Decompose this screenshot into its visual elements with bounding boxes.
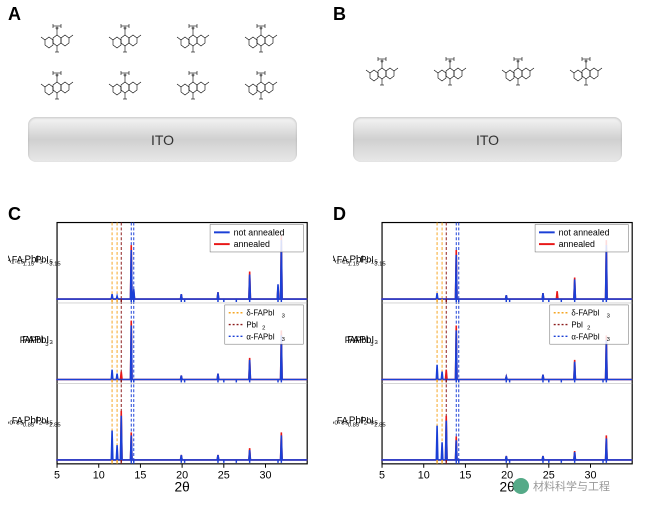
ito-block-B: ITO bbox=[353, 117, 622, 162]
svg-text:3.15: 3.15 bbox=[374, 262, 386, 268]
svg-text:FAPbI: FAPbI bbox=[20, 335, 44, 345]
svg-text:PbI: PbI bbox=[571, 320, 583, 329]
svg-text:PbI: PbI bbox=[360, 416, 373, 426]
watermark: 材料科学与工程 bbox=[513, 478, 610, 494]
svg-text:not annealed: not annealed bbox=[234, 227, 285, 237]
svg-text:PbI: PbI bbox=[360, 255, 373, 265]
svg-text:annealed: annealed bbox=[234, 239, 270, 249]
schematic-B: ITO bbox=[333, 8, 642, 192]
panel-B: B ITO bbox=[325, 0, 650, 200]
svg-text:2.85: 2.85 bbox=[374, 423, 386, 429]
svg-text:2.85: 2.85 bbox=[49, 423, 61, 429]
svg-text:2θ: 2θ bbox=[174, 479, 189, 494]
panel-A: A bbox=[0, 0, 325, 200]
xrd-C: 510152025302θFA₁.₁₅PbI₃.₁₅FAPbI₃FA₀.₈₅Pb… bbox=[8, 208, 317, 498]
molecules-B bbox=[353, 43, 622, 98]
svg-text:PbI: PbI bbox=[35, 416, 48, 426]
panel-label-D: D bbox=[333, 204, 346, 225]
panel-label-C: C bbox=[8, 204, 21, 225]
panel-label-A: A bbox=[8, 4, 21, 25]
wechat-icon bbox=[513, 478, 529, 494]
svg-text:15: 15 bbox=[459, 470, 471, 482]
ito-block-A: ITO bbox=[28, 117, 297, 162]
xrd-D: 510152025302θFA₁.₁₅PbI₃.₁₅FAPbI₃FA₀.₈₅Pb… bbox=[333, 208, 642, 498]
panel-D: D 510152025302θFA₁.₁₅PbI₃.₁₅FAPbI₃FA₀.₈₅… bbox=[325, 200, 650, 506]
svg-text:FA: FA bbox=[337, 416, 348, 426]
svg-text:δ-FAPbI: δ-FAPbI bbox=[571, 309, 599, 318]
svg-text:1.15: 1.15 bbox=[348, 262, 360, 268]
svg-text:δ-FAPbI: δ-FAPbI bbox=[246, 309, 274, 318]
svg-text:5: 5 bbox=[54, 470, 60, 482]
svg-text:annealed: annealed bbox=[559, 239, 595, 249]
svg-text:FAPbI: FAPbI bbox=[345, 335, 369, 345]
svg-text:0.85: 0.85 bbox=[348, 423, 360, 429]
svg-text:1.15: 1.15 bbox=[23, 262, 35, 268]
svg-text:3.15: 3.15 bbox=[49, 262, 61, 268]
svg-text:30: 30 bbox=[260, 470, 272, 482]
svg-text:5: 5 bbox=[379, 470, 385, 482]
molecules-A bbox=[28, 16, 297, 106]
svg-text:FA: FA bbox=[337, 255, 348, 265]
svg-text:α-FAPbI: α-FAPbI bbox=[246, 332, 274, 341]
svg-text:2: 2 bbox=[587, 325, 590, 331]
svg-text:PbI: PbI bbox=[35, 255, 48, 265]
panel-C: C 510152025302θFA₁.₁₅PbI₃.₁₅FAPbI₃FA₀.₈₅… bbox=[0, 200, 325, 506]
svg-text:not annealed: not annealed bbox=[559, 227, 610, 237]
svg-text:FA: FA bbox=[12, 255, 23, 265]
svg-text:2: 2 bbox=[262, 325, 265, 331]
svg-text:10: 10 bbox=[93, 470, 105, 482]
svg-text:FA: FA bbox=[12, 416, 23, 426]
svg-text:PbI: PbI bbox=[246, 320, 258, 329]
svg-text:25: 25 bbox=[218, 470, 230, 482]
svg-text:α-FAPbI: α-FAPbI bbox=[571, 332, 599, 341]
svg-text:0.85: 0.85 bbox=[23, 423, 35, 429]
panel-label-B: B bbox=[333, 4, 346, 25]
schematic-A: ITO bbox=[8, 8, 317, 192]
svg-text:15: 15 bbox=[134, 470, 146, 482]
svg-text:10: 10 bbox=[418, 470, 430, 482]
